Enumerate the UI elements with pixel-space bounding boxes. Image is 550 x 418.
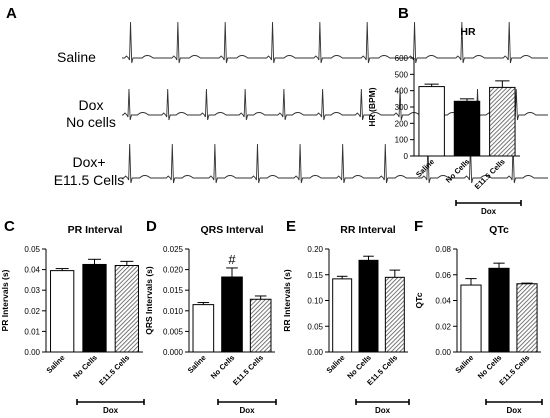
panel-f-category-label: Saline [453, 353, 475, 375]
trace-row-1: Saline [57, 21, 548, 65]
trace-2-label-line-1: Dox [79, 97, 104, 113]
panel-c-category-label: Saline [45, 353, 67, 375]
panel-e-y-tick-label: 0.05 [307, 322, 323, 331]
panel-b-y-tick-label: 0 [404, 152, 409, 161]
trace-2-label-line-2: No cells [66, 114, 116, 130]
panel-d-group-label: Dox [239, 406, 255, 415]
panel-b-category-label: E11.5 Cells [473, 157, 507, 191]
panel-f-y-tick-label: 0.00 [435, 348, 451, 357]
panel-e-letter: E [286, 218, 296, 235]
panel-e-y-tick-label: 0.20 [307, 245, 323, 254]
panel-e-title: RR Interval [340, 224, 396, 236]
panel-d-annotation: # [228, 252, 236, 267]
panel-d-y-tick-label: 0.015 [163, 286, 184, 295]
panel-d-y-tick-label: 0.025 [163, 245, 184, 254]
panel-d-y-axis-label: QRS Intervals (s) [144, 266, 154, 335]
panel-c-category-label: No Cells [71, 353, 99, 381]
panel-e-y-tick-label: 0.00 [307, 348, 323, 357]
panel-d-bar [221, 276, 243, 353]
panel-c-group-label: Dox [103, 406, 119, 415]
panel-b-bar [489, 86, 516, 157]
panel-b-y-tick-label: 300 [395, 103, 409, 112]
panel-b-category-label: No Cells [444, 157, 472, 185]
panel-d-category-label: Saline [186, 353, 208, 375]
panel-b-y-tick-label: 100 [395, 136, 409, 145]
panel-b-y-tick-label: 400 [395, 87, 409, 96]
panel-e: E RR Interval RR Intervals (s) 0.00 0.05 0.10… [282, 218, 410, 415]
panel-c-category-label: E11.5 Cells [97, 353, 131, 387]
panel-f-y-tick-label: 0.06 [435, 271, 451, 280]
panel-d-title: QRS Interval [200, 224, 263, 236]
panel-c-y-tick-label: 0.05 [24, 245, 40, 254]
panel-d-category-label: No Cells [209, 353, 237, 381]
panel-b: B HR HR (BPM) 0 100 200 300 400 500 600 Saline No C… [367, 5, 522, 216]
panel-f-group-label: Dox [506, 406, 522, 415]
panel-c-bar [50, 270, 75, 353]
panel-e-group-label: Dox [375, 406, 391, 415]
panel-e-y-tick-label: 0.15 [307, 271, 323, 280]
panel-c-bar [114, 264, 139, 353]
panel-b-title: HR [460, 26, 476, 38]
panel-e-category-label: Saline [325, 353, 347, 375]
ecg-trace-saline [122, 21, 548, 64]
panel-c-y-tick-label: 0.01 [24, 327, 40, 336]
panel-e-y-tick-label: 0.10 [307, 297, 323, 306]
ecg-trace-dox-e11-5-cells [122, 143, 548, 184]
panel-f-category-label: No Cells [476, 353, 504, 381]
panel-a: A Saline Dox No cells Dox+ E11.5 Cells [6, 5, 548, 188]
panel-f-letter: F [414, 218, 423, 235]
trace-1-label-line-1: Saline [57, 49, 96, 65]
trace-3-label-line-1: Dox+ [72, 154, 105, 170]
ecg-trace-dox-no-cells [122, 88, 548, 121]
panel-d-category-label: E11.5 Cells [231, 353, 265, 387]
panel-d-y-tick-label: 0.005 [163, 327, 184, 336]
panel-b-bar [418, 86, 445, 157]
panel-e-bar [358, 259, 379, 353]
panel-c-y-axis-label: PR Intervals (s) [0, 269, 10, 331]
panel-b-y-tick-label: 600 [395, 54, 409, 63]
panel-f-y-tick-label: 0.02 [435, 322, 451, 331]
panel-e-bar [332, 278, 353, 353]
panel-a-letter: A [6, 5, 17, 22]
panel-d-bar [192, 304, 215, 353]
trace-3-label-line-2: E11.5 Cells [54, 172, 125, 188]
panel-b-bar [453, 100, 481, 157]
panel-d-y-tick-label: 0.000 [163, 348, 184, 357]
panel-e-y-axis-label: RR Intervals (s) [282, 269, 292, 332]
panel-d-letter: D [146, 218, 157, 235]
panel-c-y-tick-label: 0.04 [24, 266, 40, 275]
panel-c: C PR Interval PR Intervals (s) 0.00 0.01 0.02… [0, 218, 145, 415]
panel-e-bar [384, 276, 405, 353]
panel-f-bar [488, 267, 510, 353]
panel-c-title: PR Interval [68, 224, 123, 236]
panel-f-y-axis-label: QTc [414, 292, 424, 308]
panel-f-bar [516, 283, 538, 353]
panel-c-letter: C [4, 218, 15, 235]
panel-d-bar [249, 298, 272, 353]
panel-f: F QTc QTc 0.00 0.02 0.04 0.06 0.08 Saline No Cell… [414, 218, 543, 415]
panel-c-bar [82, 263, 107, 353]
panel-f-bar [460, 284, 482, 353]
trace-row-2: Dox No cells [66, 88, 548, 130]
panel-d: D QRS Interval QRS Intervals (s) 0.000 0.005… [144, 218, 277, 415]
panel-b-y-tick-label: 500 [395, 70, 409, 79]
panel-f-y-tick-label: 0.08 [435, 245, 451, 254]
panel-b-category-label: Saline [414, 157, 436, 179]
panel-b-y-axis-label: HR (BPM) [367, 87, 377, 126]
panel-b-letter: B [398, 5, 409, 22]
panel-c-y-tick-label: 0.00 [24, 348, 40, 357]
panel-c-y-tick-label: 0.02 [24, 307, 40, 316]
trace-row-3: Dox+ E11.5 Cells [54, 143, 548, 188]
panel-b-group-label: Dox [481, 207, 497, 216]
panel-f-category-label: E11.5 Cells [497, 353, 531, 387]
panel-d-y-tick-label: 0.020 [163, 266, 184, 275]
panel-f-title: QTc [489, 224, 509, 236]
panel-c-y-tick-label: 0.03 [24, 286, 40, 295]
panel-b-y-tick-label: 200 [395, 119, 409, 128]
panel-d-y-tick-label: 0.010 [163, 307, 184, 316]
panel-f-y-tick-label: 0.04 [435, 297, 451, 306]
